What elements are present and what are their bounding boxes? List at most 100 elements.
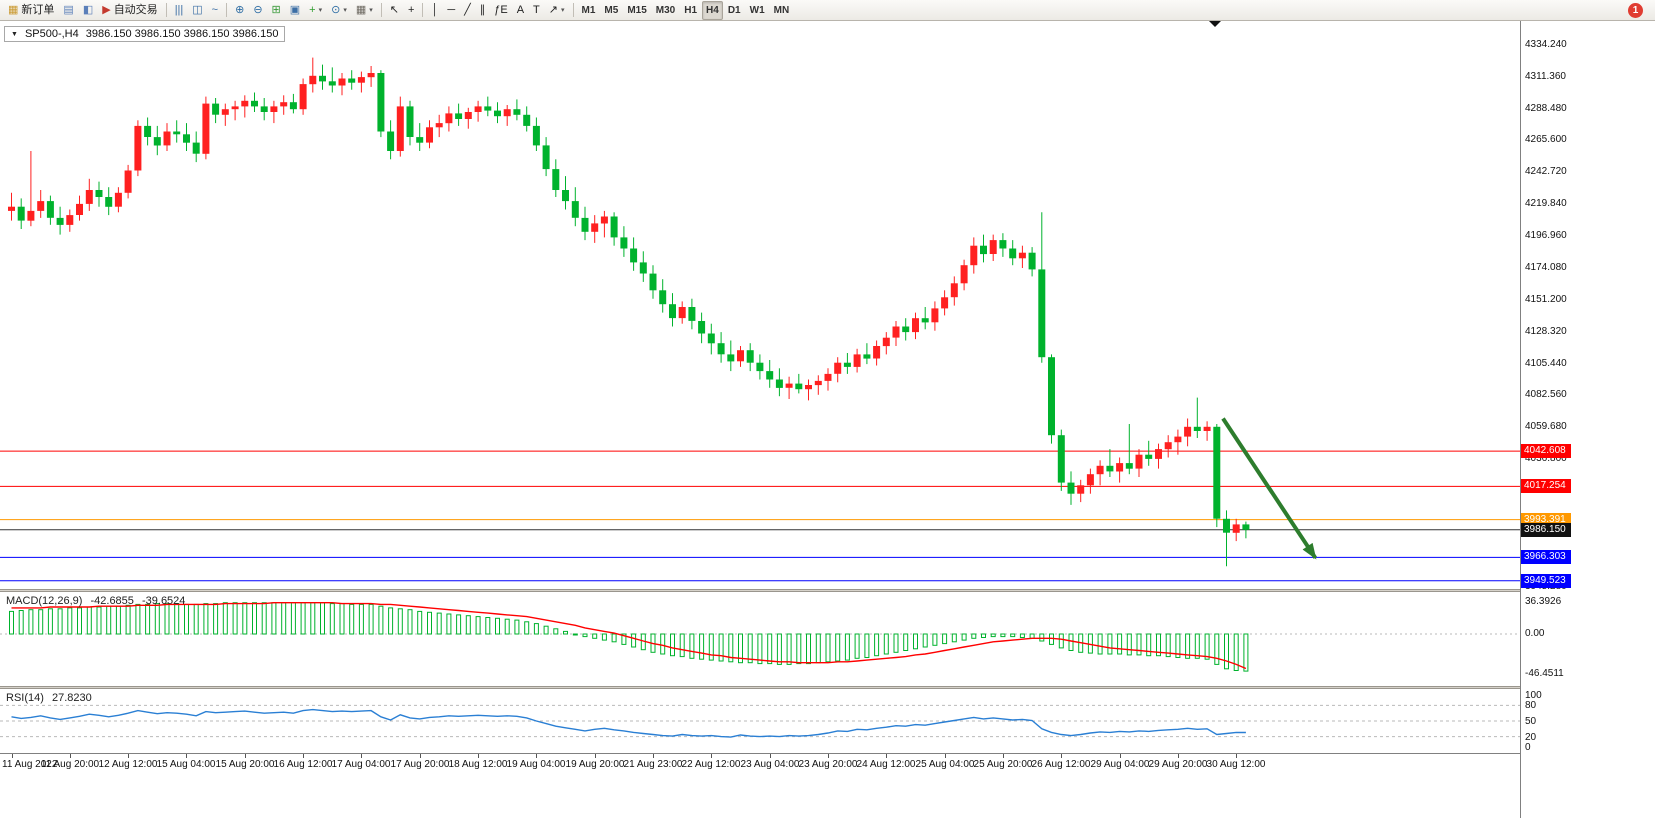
time-label: 11 Aug 2022 bbox=[2, 759, 58, 770]
text-button[interactable]: A bbox=[513, 1, 528, 20]
bar-chart-type-button[interactable]: ||| bbox=[171, 1, 188, 20]
charts-grid-button[interactable]: ▤ bbox=[59, 1, 77, 20]
tf-h1-button[interactable]: H1 bbox=[680, 1, 701, 20]
tile-windows-button[interactable]: ⊞ bbox=[268, 1, 285, 20]
candlestick-chart-type-button[interactable]: ◫ bbox=[188, 1, 206, 20]
crosshair-button[interactable]: + bbox=[404, 1, 418, 20]
price-tick-label: 4311.360 bbox=[1525, 71, 1566, 82]
time-tick bbox=[828, 754, 829, 758]
time-tick bbox=[420, 754, 421, 758]
channel-icon: ∥ bbox=[479, 3, 486, 16]
time-label: 26 Aug 12:00 bbox=[1031, 759, 1091, 770]
price-tick-label: 4242.720 bbox=[1525, 166, 1567, 177]
arrange-windows-icon: ▣ bbox=[289, 3, 301, 16]
rsi-name: RSI(14) bbox=[6, 692, 44, 704]
price-tick-label: 4196.960 bbox=[1525, 230, 1567, 241]
time-label: 15 Aug 20:00 bbox=[215, 759, 275, 770]
price-tick-label: 4174.080 bbox=[1525, 262, 1567, 273]
macd-name: MACD(12,26,9) bbox=[6, 595, 83, 607]
chevron-down-icon: ▾ bbox=[318, 7, 323, 14]
charts-grid-icon: ▤ bbox=[63, 3, 74, 16]
time-label: 29 Aug 04:00 bbox=[1090, 759, 1150, 770]
text-label-button[interactable]: T bbox=[529, 1, 544, 20]
tf-m1-button[interactable]: M1 bbox=[578, 1, 600, 20]
tf-m1-label: M1 bbox=[581, 4, 596, 16]
price-axis[interactable]: 4334.240 4311.360 4288.480 4265.600 4242.720… bbox=[1520, 21, 1655, 818]
price-tick-label: 4105.440 bbox=[1525, 358, 1567, 369]
zoom-out-button[interactable]: ⊖ bbox=[249, 1, 266, 20]
tf-mn-button[interactable]: MN bbox=[770, 1, 794, 20]
time-label: 11 Aug 20:00 bbox=[40, 759, 100, 770]
time-axis[interactable]: 11 Aug 2022 11 Aug 20:00 12 Aug 12:00 15 Au… bbox=[0, 753, 1520, 774]
profile-button[interactable]: ◧ bbox=[79, 1, 97, 20]
chart-symbol-timeframe: SP500-,H4 bbox=[24, 28, 79, 40]
price-tick-label: 4334.240 bbox=[1525, 39, 1567, 50]
chart-shift-marker[interactable] bbox=[1209, 21, 1221, 27]
time-tick bbox=[770, 754, 771, 758]
panel-splitter-macd[interactable] bbox=[0, 589, 1655, 592]
tf-h4-button[interactable]: H4 bbox=[702, 0, 723, 20]
time-tick bbox=[128, 754, 129, 758]
tf-m5-button[interactable]: M5 bbox=[600, 1, 622, 20]
templates-button[interactable]: ▦ ▾ bbox=[352, 1, 377, 20]
tf-w1-button[interactable]: W1 bbox=[746, 1, 769, 20]
arrange-windows-button[interactable]: ▣ bbox=[286, 1, 304, 20]
zoom-in-button[interactable]: ⊕ bbox=[231, 1, 248, 20]
fibonacci-button[interactable]: ƒE bbox=[490, 1, 511, 20]
cursor-button[interactable]: ↖ bbox=[386, 1, 403, 20]
tf-m15-label: M15 bbox=[627, 4, 647, 16]
auto-trading-button[interactable]: ▶ 自动交易 bbox=[98, 1, 161, 20]
time-label: 21 Aug 23:00 bbox=[623, 759, 683, 770]
support-resistance-lines[interactable] bbox=[0, 450, 1520, 582]
notification-badge[interactable]: 1 bbox=[1628, 2, 1643, 18]
vertical-line-button[interactable]: │ bbox=[427, 1, 442, 20]
time-tick bbox=[186, 754, 187, 758]
auto-trading-icon: ▶ bbox=[102, 3, 111, 16]
chart-window[interactable]: ▼ SP500-,H4 3986.150 3986.150 3986.150 3… bbox=[0, 21, 1655, 818]
main-price-chart[interactable] bbox=[0, 21, 1520, 589]
price-level-badge: 3949.523 bbox=[1521, 574, 1571, 588]
time-tick bbox=[1120, 754, 1121, 758]
price-level-badge: 3966.303 bbox=[1521, 550, 1571, 564]
candles bbox=[8, 57, 1250, 567]
line-chart-type-button[interactable]: ~ bbox=[208, 1, 222, 20]
line-chart-type-icon: ~ bbox=[211, 3, 219, 16]
time-label: 18 Aug 12:00 bbox=[448, 759, 508, 770]
tf-m5-label: M5 bbox=[604, 4, 619, 16]
time-tick bbox=[1236, 754, 1237, 758]
trend-arrow[interactable] bbox=[1221, 417, 1317, 560]
macd-panel[interactable] bbox=[0, 592, 1520, 686]
tf-m30-button[interactable]: M30 bbox=[652, 1, 679, 20]
new-order-button[interactable]: ▦ 新订单 bbox=[4, 1, 58, 20]
rsi-panel[interactable] bbox=[0, 689, 1520, 753]
horizontal-line-button[interactable]: ─ bbox=[443, 1, 459, 20]
fibonacci-icon: ƒE bbox=[494, 3, 508, 16]
time-label: 15 Aug 04:00 bbox=[156, 759, 216, 770]
time-tick bbox=[886, 754, 887, 758]
macd-value-signal: -39.6524 bbox=[141, 595, 186, 607]
vertical-line-icon: │ bbox=[431, 3, 439, 16]
chart-dropdown-icon[interactable]: ▼ bbox=[11, 30, 18, 38]
channel-button[interactable]: ∥ bbox=[476, 1, 490, 20]
time-tick bbox=[303, 754, 304, 758]
panel-splitter-rsi[interactable] bbox=[0, 686, 1655, 689]
toolbar-separator bbox=[380, 3, 382, 17]
toolbar-separator bbox=[165, 3, 167, 17]
tf-h1-label: H1 bbox=[684, 4, 698, 16]
tf-m15-button[interactable]: M15 bbox=[623, 1, 650, 20]
new-chart-button[interactable]: + ▾ bbox=[305, 1, 326, 20]
time-label: 23 Aug 04:00 bbox=[740, 759, 800, 770]
periods-button[interactable]: ⊙ ▾ bbox=[327, 1, 351, 20]
arrows-button[interactable]: ↗ ▾ bbox=[545, 1, 569, 20]
templates-icon: ▦ bbox=[355, 3, 367, 16]
time-tick bbox=[536, 754, 537, 758]
periods-icon: ⊙ bbox=[331, 3, 341, 16]
trendline-button[interactable]: ╱ bbox=[460, 1, 475, 20]
trendline-icon: ╱ bbox=[464, 3, 471, 16]
time-label: 12 Aug 12:00 bbox=[98, 759, 158, 770]
arrows-icon: ↗ bbox=[548, 3, 558, 16]
time-tick bbox=[12, 754, 13, 758]
toolbar: ▦ 新订单 ▤ ◧ ▶ 自动交易 ||| ◫ ~ ⊕ ⊖ ⊞ ▣ + ▾ ⊙ ▾ ▦ ▾ ↖ + │ ─ ╱ ∥ ƒE A T ↗ ▾ M1… bbox=[0, 0, 1655, 21]
tf-d1-button[interactable]: D1 bbox=[724, 1, 745, 20]
macd-axis-label: 0.00 bbox=[1525, 628, 1545, 639]
